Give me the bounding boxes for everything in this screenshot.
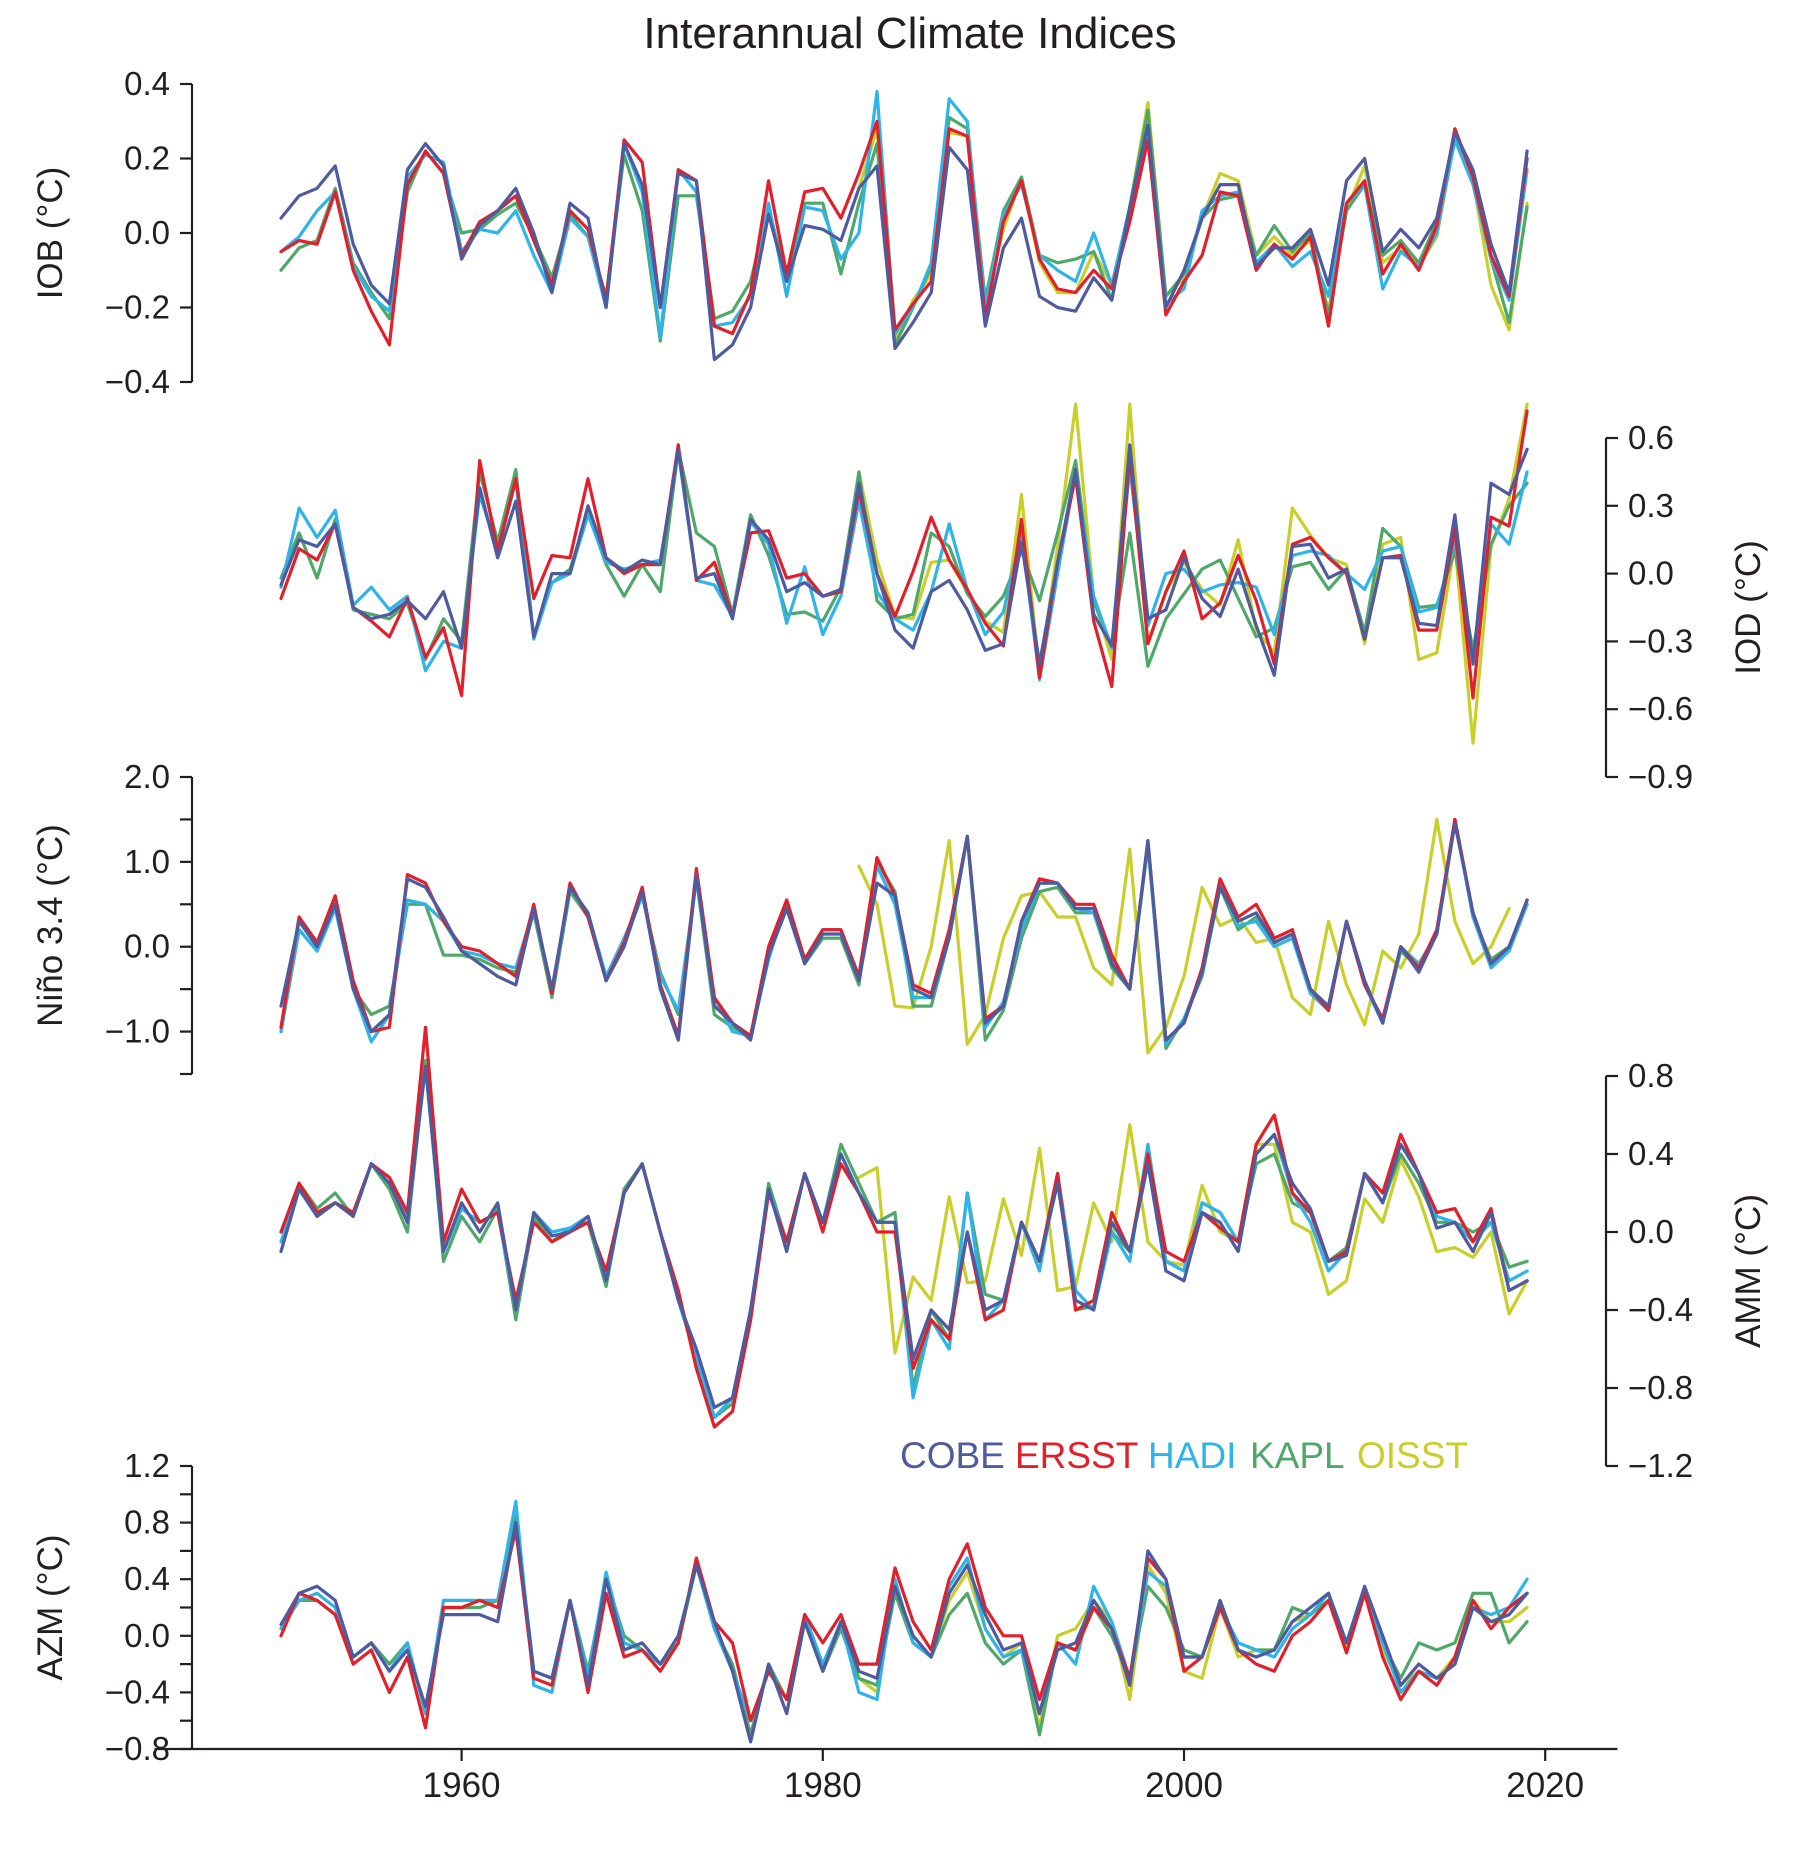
- ni-o-3-4-series-oisst-line: [857, 817, 1511, 1055]
- iob-y-tick-label: −0.4: [105, 363, 170, 400]
- legend-entry-oisst: OISST: [1357, 1435, 1468, 1476]
- iod-series-hadi-line: [279, 450, 1529, 682]
- legend-entry-cobe: COBE: [900, 1435, 1005, 1476]
- amm-series-kapl-line: [279, 1058, 1529, 1419]
- azm-y-axis-label: AZM (°C): [31, 1534, 70, 1680]
- iod-series-cobe-line: [279, 443, 1529, 677]
- legend-entry-ersst: ERSST: [1015, 1435, 1138, 1476]
- azm-series-cobe-line: [279, 1520, 1529, 1744]
- amm-y-tick-label: −1.2: [1628, 1447, 1693, 1484]
- iod-y-tick-label: −0.6: [1628, 690, 1693, 727]
- iod-y-tick-label: 0.0: [1628, 555, 1674, 592]
- panel-amm: −1.2 −0.8 −0.4 0.0 0.4 0.8 AMM (°C): [279, 1025, 1768, 1484]
- iob-y-axis-label: IOB (°C): [31, 167, 70, 300]
- ni-o-3-4-y-tick-label: 0.0: [124, 928, 170, 965]
- azm-y-tick-label: 0.8: [124, 1504, 170, 1541]
- x-tick-label: 2020: [1506, 1766, 1584, 1805]
- panel-iod: −0.9 −0.6 −0.3 0.0 0.3 0.6 IOD (°C): [279, 402, 1768, 795]
- legend: COBE ERSST HADI KAPL OISST: [900, 1435, 1468, 1476]
- azm-series-ersst-line: [279, 1528, 1529, 1730]
- iob-series-oisst-line: [857, 100, 1529, 343]
- ni-o-3-4-y-axis-label: Niño 3.4 (°C): [31, 824, 70, 1027]
- legend-entry-hadi: HADI: [1148, 1435, 1236, 1476]
- x-axis: 1960 1980 2000 2020: [154, 1747, 1618, 1805]
- amm-series-oisst-line: [857, 1123, 1529, 1355]
- iod-y-axis-label: IOD (°C): [1729, 540, 1768, 675]
- amm-series-hadi-line: [279, 1064, 1529, 1419]
- iod-y-tick-label: 0.3: [1628, 487, 1674, 524]
- amm-y-tick-label: 0.4: [1628, 1135, 1674, 1172]
- ni-o-3-4-y-tick-label: −1.0: [105, 1013, 170, 1050]
- x-tick-label: 1960: [423, 1766, 501, 1805]
- panel-iob: −0.4 −0.2 0.0 0.2 0.4 IOB (°C): [31, 65, 1529, 400]
- iod-y-tick-label: 0.6: [1628, 419, 1674, 456]
- azm-y-tick-label: 1.2: [124, 1447, 170, 1484]
- amm-y-tick-label: −0.8: [1628, 1369, 1693, 1406]
- amm-series-cobe-line: [279, 1064, 1529, 1410]
- azm-y-tick-label: 0.4: [124, 1560, 170, 1597]
- iod-y-tick-label: −0.9: [1628, 758, 1693, 795]
- azm-y-tick-label: −0.4: [105, 1673, 170, 1710]
- iod-series-ersst-line: [279, 409, 1529, 700]
- x-tick-label: 1980: [784, 1766, 862, 1805]
- iob-y-tick-label: 0.0: [124, 214, 170, 251]
- amm-y-tick-label: 0.8: [1628, 1057, 1674, 1094]
- iob-y-tick-label: 0.4: [124, 65, 170, 102]
- ni-o-3-4-series-hadi-line: [279, 817, 1529, 1046]
- x-tick-label: 2000: [1145, 1766, 1223, 1805]
- iob-y-tick-label: 0.2: [124, 140, 170, 177]
- amm-y-axis-label: AMM (°C): [1729, 1194, 1768, 1348]
- ni-o-3-4-y-tick-label: 1.0: [124, 843, 170, 880]
- azm-y-tick-label: 0.0: [124, 1617, 170, 1654]
- ni-o-3-4-y-tick-label: 2.0: [124, 758, 170, 795]
- iob-y-tick-label: −0.2: [105, 289, 170, 326]
- iod-y-tick-label: −0.3: [1628, 622, 1693, 659]
- iob-series-cobe-line: [279, 123, 1529, 362]
- chart-title: Interannual Climate Indices: [643, 9, 1176, 58]
- amm-y-tick-label: −0.4: [1628, 1291, 1693, 1328]
- panel-ni-o-3-4: −1.0 0.0 1.0 2.0 Niño 3.4 (°C): [31, 758, 1529, 1076]
- legend-entry-kapl: KAPL: [1250, 1435, 1345, 1476]
- amm-y-tick-label: 0.0: [1628, 1213, 1674, 1250]
- ni-o-3-4-series-cobe-line: [279, 822, 1529, 1042]
- panels-layer: −0.4 −0.2 0.0 0.2 0.4 IOB (°C) −0.9 −0.6 −0.3 0.0…: [31, 65, 1768, 1767]
